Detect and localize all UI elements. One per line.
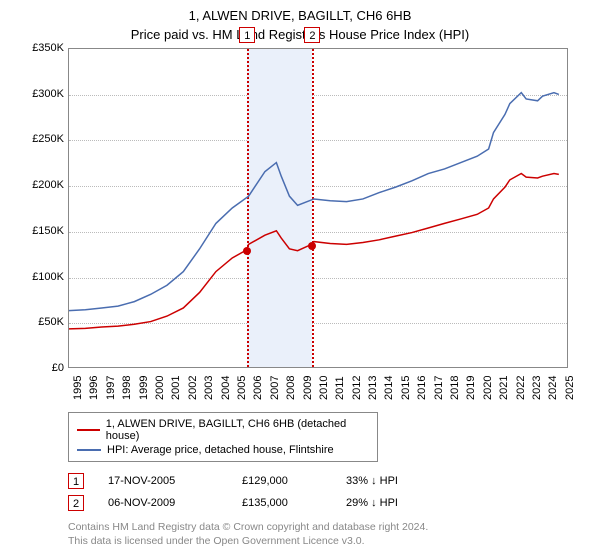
legend-label: 1, ALWEN DRIVE, BAGILLT, CH6 6HB (detach… — [106, 418, 369, 442]
x-tick-label: 2016 — [416, 376, 428, 400]
x-tick-label: 2010 — [318, 376, 330, 400]
plot-area: 12 — [68, 48, 568, 368]
legend-item: HPI: Average price, detached house, Flin… — [77, 443, 369, 457]
y-tick-label: £100K — [32, 271, 64, 283]
x-tick-label: 2000 — [154, 376, 166, 400]
x-tick-label: 2014 — [383, 376, 395, 400]
sale-price: £129,000 — [242, 475, 322, 487]
chart-container: 1, ALWEN DRIVE, BAGILLT, CH6 6HB Price p… — [0, 0, 600, 560]
x-tick-label: 2011 — [334, 376, 346, 400]
footer: Contains HM Land Registry data © Crown c… — [68, 520, 600, 548]
x-tick-label: 2007 — [269, 376, 281, 400]
x-tick-label: 2003 — [203, 376, 215, 400]
x-tick-label: 2024 — [547, 376, 559, 400]
x-tick-label: 2021 — [498, 376, 510, 400]
y-tick-label: £300K — [32, 88, 64, 100]
sale-dot — [308, 242, 316, 250]
x-tick-label: 2004 — [220, 376, 232, 400]
chart-wrap: £0£50K£100K£150K£200K£250K£300K£350K 12 … — [20, 48, 580, 408]
legend-swatch — [77, 449, 101, 451]
x-tick-label: 2012 — [351, 376, 363, 400]
x-tick-label: 2018 — [449, 376, 461, 400]
sales-table: 1 17-NOV-2005 £129,000 33% ↓ HPI 2 06-NO… — [68, 470, 600, 514]
x-tick-label: 1998 — [121, 376, 133, 400]
footer-line: Contains HM Land Registry data © Crown c… — [68, 520, 600, 534]
x-tick-label: 1995 — [72, 376, 84, 400]
footer-line: This data is licensed under the Open Gov… — [68, 534, 600, 548]
sale-diff: 33% ↓ HPI — [346, 475, 456, 487]
x-tick-label: 2022 — [515, 376, 527, 400]
x-tick-label: 2008 — [285, 376, 297, 400]
y-tick-label: £250K — [32, 133, 64, 145]
sale-price: £135,000 — [242, 497, 322, 509]
y-tick-label: £350K — [32, 42, 64, 54]
title-address: 1, ALWEN DRIVE, BAGILLT, CH6 6HB — [0, 0, 600, 23]
legend-swatch — [77, 429, 100, 431]
x-tick-label: 2009 — [302, 376, 314, 400]
x-tick-label: 2023 — [531, 376, 543, 400]
x-tick-label: 2002 — [187, 376, 199, 400]
y-tick-label: £0 — [52, 362, 64, 374]
x-tick-label: 1997 — [105, 376, 117, 400]
chart-marker-icon: 1 — [239, 27, 255, 43]
sale-date: 17-NOV-2005 — [108, 475, 218, 487]
sales-row: 1 17-NOV-2005 £129,000 33% ↓ HPI — [68, 470, 600, 492]
x-tick-label: 2013 — [367, 376, 379, 400]
title-subtitle: Price paid vs. HM Land Registry's House … — [0, 23, 600, 48]
x-tick-label: 2006 — [252, 376, 264, 400]
sale-marker-icon: 2 — [68, 495, 84, 511]
sales-row: 2 06-NOV-2009 £135,000 29% ↓ HPI — [68, 492, 600, 514]
sale-date: 06-NOV-2009 — [108, 497, 218, 509]
x-tick-label: 2025 — [564, 376, 576, 400]
x-tick-label: 2015 — [400, 376, 412, 400]
y-tick-label: £200K — [32, 179, 64, 191]
x-tick-label: 1999 — [138, 376, 150, 400]
x-tick-label: 2019 — [465, 376, 477, 400]
sale-diff: 29% ↓ HPI — [346, 497, 456, 509]
x-tick-label: 2017 — [433, 376, 445, 400]
sale-marker-icon: 1 — [68, 473, 84, 489]
y-tick-label: £50K — [38, 316, 64, 328]
y-tick-label: £150K — [32, 225, 64, 237]
sale-dot — [243, 247, 251, 255]
series-line-hpi — [69, 93, 559, 311]
x-tick-label: 2005 — [236, 376, 248, 400]
legend: 1, ALWEN DRIVE, BAGILLT, CH6 6HB (detach… — [68, 412, 378, 462]
x-tick-label: 1996 — [88, 376, 100, 400]
series-svg — [69, 49, 567, 367]
legend-item: 1, ALWEN DRIVE, BAGILLT, CH6 6HB (detach… — [77, 417, 369, 443]
x-tick-label: 2020 — [482, 376, 494, 400]
x-tick-label: 2001 — [170, 376, 182, 400]
chart-marker-icon: 2 — [304, 27, 320, 43]
legend-label: HPI: Average price, detached house, Flin… — [107, 444, 334, 456]
series-line-property — [69, 174, 559, 329]
